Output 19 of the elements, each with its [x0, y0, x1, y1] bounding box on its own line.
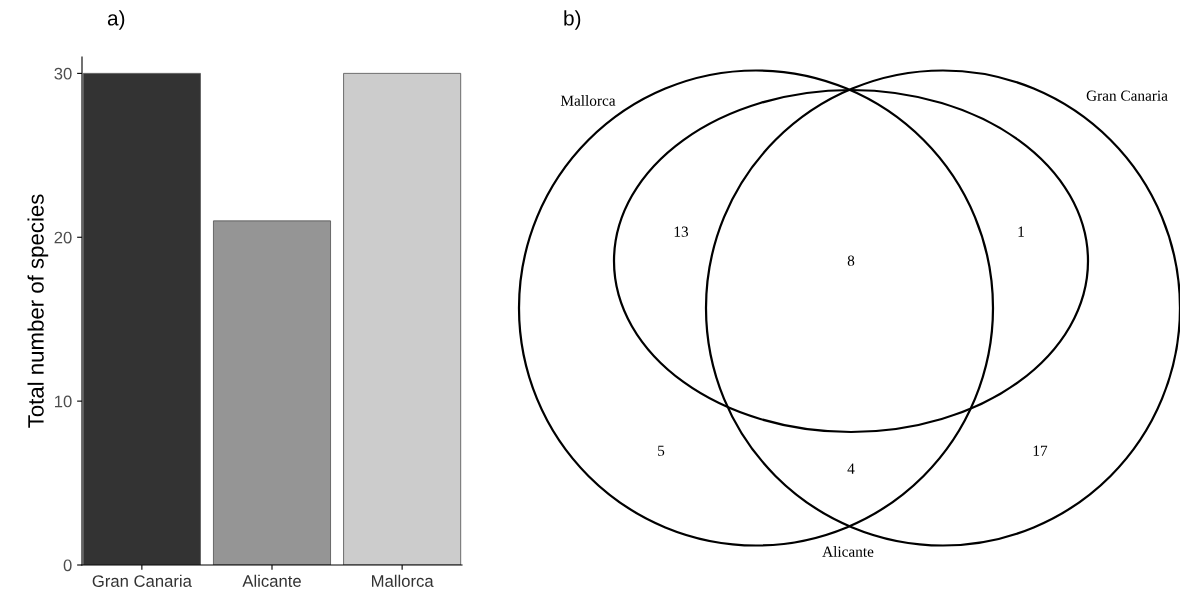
y-tick-label: 0	[63, 559, 72, 572]
y-axis-title: Total number of species	[27, 194, 49, 428]
x-tick-label: Mallorca	[372, 574, 434, 587]
text: b)	[564, 10, 581, 30]
x-tick-label: Gran Canaria	[92, 574, 192, 587]
text: 5	[658, 445, 665, 456]
y-tick-label: 20	[54, 231, 72, 244]
y-tick-label: 10	[55, 395, 72, 408]
chart-title: a)	[107, 10, 125, 30]
text: Mallorca	[560, 95, 616, 106]
x-tick-label: Alicante	[242, 574, 301, 587]
y-tick-label: 30	[54, 67, 72, 80]
text: 8	[847, 255, 855, 266]
text: 4	[847, 463, 855, 474]
text: 17	[1033, 445, 1048, 456]
text: Alicante	[822, 546, 874, 557]
text: 1	[1018, 226, 1024, 237]
text: 13	[674, 226, 689, 237]
text: Gran Canaria	[1086, 90, 1168, 101]
